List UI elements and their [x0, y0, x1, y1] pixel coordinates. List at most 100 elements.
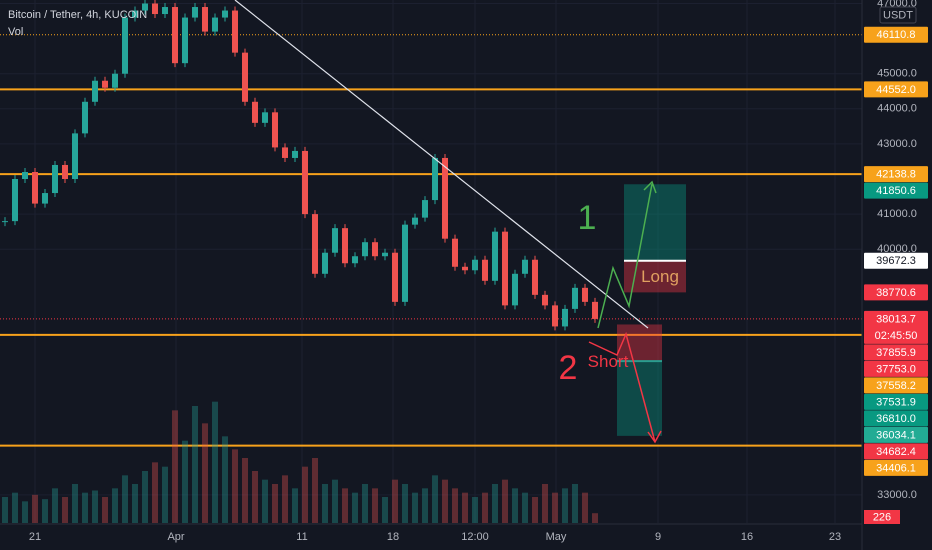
symbol-title: Bitcoin / Tether, 4h, KUCOIN: [8, 9, 147, 21]
candle-body: [482, 259, 488, 281]
short-arrowhead: [647, 430, 662, 444]
short-stop-zone: [617, 324, 662, 362]
candle-body: [112, 73, 118, 88]
volume-bar: [532, 497, 538, 523]
volume-bar: [152, 462, 158, 523]
volume-bar: [392, 479, 398, 523]
candle-body: [42, 193, 48, 204]
volume-bar: [492, 484, 498, 523]
price-tag-label: 38770.6: [876, 287, 916, 299]
volume-bar: [52, 488, 58, 523]
candle-body: [132, 10, 138, 18]
volume-bar: [572, 484, 578, 523]
candle-body: [492, 231, 498, 281]
volume-tag-label: 226: [873, 511, 891, 523]
candle-body: [212, 17, 218, 32]
price-tag: [864, 360, 928, 377]
price-tag-label: 38013.7: [876, 313, 916, 325]
candle-body: [62, 164, 68, 180]
candle-body: [312, 214, 318, 274]
price-tag-label: 42138.8: [876, 169, 916, 181]
volume-bar: [372, 488, 378, 523]
candle-body: [32, 171, 38, 204]
annotation-one: 1: [578, 199, 597, 237]
volume-bar: [102, 497, 108, 523]
candle-body: [572, 287, 578, 309]
candle-body: [82, 101, 88, 134]
volume-bar: [202, 423, 208, 523]
candle-body: [432, 157, 438, 201]
volume-bar: [62, 497, 68, 523]
volume-bar: [472, 497, 478, 523]
long-target-zone: [624, 184, 686, 261]
candle-body: [262, 112, 268, 123]
volume-bar: [172, 410, 178, 523]
volume-bar: [222, 436, 228, 523]
candle-body: [462, 266, 468, 271]
volume-bar: [552, 492, 558, 523]
y-tick-label: 33000.0: [877, 489, 917, 501]
volume-bar: [412, 492, 418, 523]
candle-body: [372, 242, 378, 257]
price-tag: [864, 284, 928, 301]
volume-bar: [212, 401, 218, 523]
candle-body: [522, 259, 528, 274]
volume-bar: [582, 492, 588, 523]
candle-body: [402, 224, 408, 302]
annotation-two: 2: [559, 349, 578, 387]
price-tag: [864, 252, 928, 269]
volume-bar: [162, 466, 168, 523]
candle-body: [182, 17, 188, 64]
volume-bar: [92, 490, 98, 523]
price-tag-label: 44552.0: [876, 84, 916, 96]
currency-box[interactable]: [879, 6, 917, 24]
candle-body: [72, 133, 78, 180]
x-tick-label: 12:00: [461, 531, 489, 543]
candle-body: [22, 171, 28, 180]
candle-body: [242, 52, 248, 102]
volume-title: Vol: [8, 26, 23, 38]
y-tick-label: 40000.0: [877, 243, 917, 255]
long-label: Long: [641, 267, 679, 286]
candle-body: [92, 80, 98, 102]
price-tag-label: 37531.9: [876, 396, 916, 408]
candle-body: [252, 101, 258, 123]
x-tick-label: 9: [655, 531, 661, 543]
candle-body: [532, 259, 538, 295]
volume-bar: [562, 488, 568, 523]
candle-body: [582, 287, 588, 302]
currency[interactable]: USDT: [883, 9, 913, 21]
price-tag-label: 34406.1: [876, 462, 916, 474]
volume-bar: [352, 492, 358, 523]
price-tag: [864, 410, 928, 427]
volume-bar: [82, 492, 88, 523]
x-tick-label: May: [546, 531, 567, 543]
plot: Long Short: [2, 0, 686, 523]
x-tick-label: 16: [741, 531, 753, 543]
volume-bar: [592, 513, 598, 523]
price-tag: [864, 443, 928, 460]
volume-bar: [232, 449, 238, 523]
volume-bar: [242, 458, 248, 523]
candle-body: [352, 256, 358, 264]
volume-bar: [42, 499, 48, 523]
x-tick-label: 21: [29, 531, 41, 543]
candle-body: [292, 150, 298, 158]
candle-body: [552, 305, 558, 327]
price-tag: [864, 26, 928, 43]
volume-bar: [342, 488, 348, 523]
price-tag-label: 37753.0: [876, 363, 916, 375]
countdown: 02:45:50: [875, 330, 918, 342]
volume-bar: [382, 497, 388, 523]
candle-body: [232, 10, 238, 53]
y-tick-label: 47000.0: [877, 0, 917, 9]
candle-body: [142, 3, 148, 11]
volume-bar: [312, 458, 318, 523]
volume-bar: [142, 471, 148, 523]
price-tag: [864, 377, 928, 394]
candle-body: [52, 164, 58, 194]
short-label: Short: [588, 352, 629, 371]
volume-bar: [262, 479, 268, 523]
price-tag: [864, 459, 928, 476]
